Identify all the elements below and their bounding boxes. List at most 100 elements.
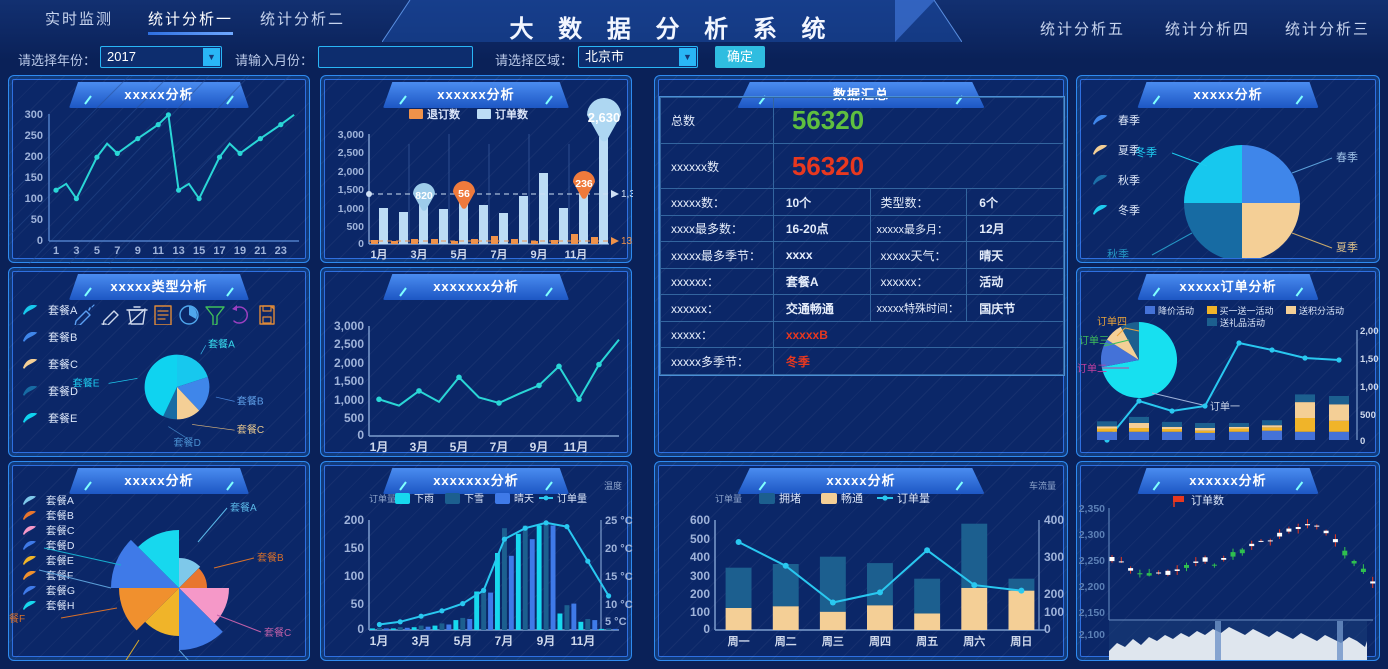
svg-text:周二: 周二 (775, 635, 797, 648)
svg-text:500: 500 (344, 411, 364, 425)
svg-text:2,000: 2,000 (338, 166, 364, 178)
svg-text:21: 21 (254, 245, 266, 257)
svg-text:100: 100 (344, 569, 364, 583)
svg-text:1,500: 1,500 (334, 374, 364, 388)
svg-text:5 °C: 5 °C (605, 616, 627, 628)
svg-text:套餐E: 套餐E (73, 376, 100, 389)
svg-text:套餐B: 套餐B (257, 551, 284, 564)
svg-text:5月: 5月 (454, 634, 473, 648)
svg-text:200: 200 (25, 151, 43, 163)
svg-text:50: 50 (31, 214, 43, 226)
svg-text:温度: 温度 (604, 480, 622, 491)
svg-text:拥堵: 拥堵 (779, 491, 801, 505)
svg-text:1,35: 1,35 (621, 189, 633, 200)
svg-text:19: 19 (234, 245, 246, 257)
svg-text:0: 0 (357, 428, 364, 442)
svg-text:订单量: 订单量 (715, 493, 742, 504)
svg-text:7月: 7月 (490, 248, 507, 261)
svg-text:11月: 11月 (571, 634, 596, 648)
svg-text:0: 0 (358, 238, 364, 250)
svg-text:0: 0 (37, 235, 43, 247)
svg-text:15 °C: 15 °C (605, 571, 633, 583)
svg-text:7月: 7月 (490, 440, 509, 454)
svg-text:300: 300 (25, 109, 43, 121)
svg-text:0: 0 (1360, 436, 1365, 447)
svg-text:500: 500 (1360, 410, 1376, 421)
svg-text:1月: 1月 (370, 440, 389, 454)
svg-text:56: 56 (458, 188, 470, 200)
svg-text:1月: 1月 (370, 634, 389, 648)
svg-text:周四: 周四 (869, 635, 891, 648)
svg-text:周六: 周六 (963, 634, 985, 648)
svg-text:1,000: 1,000 (1360, 382, 1380, 393)
svg-text:500: 500 (690, 532, 710, 546)
svg-text:套餐A: 套餐A (208, 337, 235, 350)
svg-text:200: 200 (690, 587, 710, 601)
svg-text:200: 200 (1044, 587, 1064, 601)
svg-text:订单量: 订单量 (557, 493, 587, 505)
svg-text:9月: 9月 (530, 248, 547, 261)
svg-text:10 °C: 10 °C (605, 599, 633, 611)
svg-text:下雨: 下雨 (414, 494, 434, 505)
svg-text:23: 23 (275, 245, 287, 257)
svg-text:2,250: 2,250 (1079, 555, 1105, 567)
svg-text:订单量: 订单量 (897, 492, 930, 505)
svg-text:600: 600 (690, 513, 710, 527)
svg-text:3月: 3月 (412, 634, 431, 648)
svg-text:订单二: 订单二 (1077, 363, 1107, 375)
svg-text:2,350: 2,350 (1079, 503, 1105, 515)
svg-text:1,000: 1,000 (334, 393, 364, 407)
svg-text:9: 9 (135, 245, 141, 257)
svg-text:300: 300 (690, 569, 710, 583)
svg-text:1: 1 (53, 245, 59, 257)
svg-text:周三: 周三 (822, 635, 844, 648)
svg-text:13: 13 (172, 245, 184, 257)
svg-text:1,000: 1,000 (338, 203, 364, 215)
svg-text:套餐F: 套餐F (9, 612, 25, 625)
svg-text:17: 17 (213, 245, 225, 257)
svg-text:300: 300 (1044, 550, 1064, 564)
svg-text:2,000: 2,000 (334, 356, 364, 370)
svg-text:400: 400 (1044, 513, 1064, 527)
svg-text:100: 100 (690, 605, 710, 619)
svg-text:晴天: 晴天 (514, 492, 534, 505)
svg-text:订单量: 订单量 (369, 493, 396, 504)
svg-text:套餐B: 套餐B (237, 394, 264, 407)
svg-text:下雪: 下雪 (464, 493, 484, 505)
svg-text:2,300: 2,300 (1079, 529, 1105, 541)
svg-text:100: 100 (1044, 605, 1064, 619)
svg-text:150: 150 (25, 172, 43, 184)
svg-text:11月: 11月 (564, 440, 589, 454)
svg-text:11月: 11月 (565, 248, 588, 261)
svg-text:820: 820 (415, 190, 433, 202)
svg-text:236: 236 (575, 178, 593, 190)
svg-text:套餐C: 套餐C (237, 423, 264, 436)
svg-text:套餐C: 套餐C (264, 626, 291, 639)
svg-text:春季: 春季 (1336, 151, 1358, 164)
svg-text:5: 5 (94, 245, 100, 257)
svg-text:订单一: 订单一 (1210, 401, 1240, 413)
svg-text:2,500: 2,500 (334, 337, 364, 351)
svg-text:1,500: 1,500 (1360, 354, 1380, 365)
svg-text:夏季: 夏季 (1336, 241, 1358, 254)
svg-text:0: 0 (1044, 622, 1051, 636)
svg-text:200: 200 (344, 513, 364, 527)
svg-text:7: 7 (114, 245, 120, 257)
svg-text:7月: 7月 (495, 634, 514, 648)
svg-text:250: 250 (25, 130, 43, 142)
svg-text:9月: 9月 (537, 634, 556, 648)
svg-text:0: 0 (703, 622, 710, 636)
svg-text:131.: 131. (621, 236, 633, 247)
svg-text:2,000: 2,000 (1360, 326, 1380, 337)
svg-text:400: 400 (690, 550, 710, 564)
svg-text:50: 50 (351, 597, 365, 611)
svg-text:2,150: 2,150 (1079, 607, 1105, 619)
svg-text:退订数: 退订数 (427, 107, 461, 121)
svg-text:1月: 1月 (370, 248, 387, 261)
svg-text:2,500: 2,500 (338, 147, 364, 159)
svg-text:周一: 周一 (728, 635, 750, 648)
svg-text:套餐A: 套餐A (230, 501, 257, 514)
svg-text:100: 100 (25, 193, 43, 205)
svg-text:3月: 3月 (410, 248, 427, 261)
svg-text:3: 3 (73, 245, 79, 257)
